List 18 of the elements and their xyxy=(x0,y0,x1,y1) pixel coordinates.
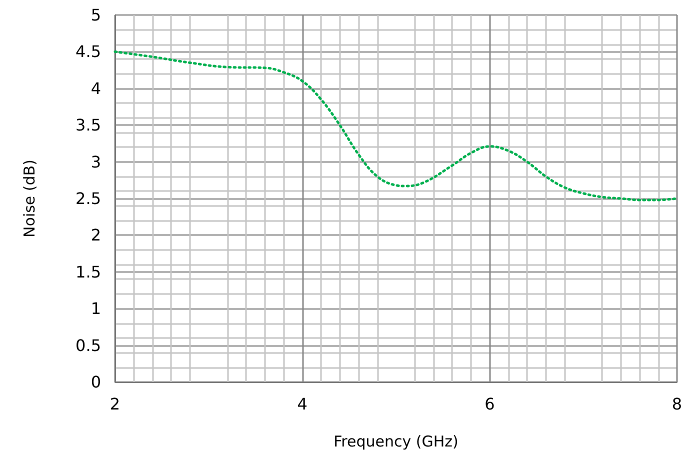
y-tick-label: 4.5 xyxy=(76,42,101,62)
x-tick-label: 2 xyxy=(110,394,120,414)
y-tick-label: 3 xyxy=(90,152,101,172)
y-tick-label: 4 xyxy=(90,78,101,98)
x-tick-label: 4 xyxy=(297,394,308,414)
y-tick-label: 2 xyxy=(90,226,101,245)
x-tick-label: 8 xyxy=(672,394,682,414)
y-axis-title: Noise (dB) xyxy=(20,160,38,238)
y-tick-label: 0.5 xyxy=(76,336,101,355)
y-tick-label: 0 xyxy=(90,372,101,392)
y-tick-label: 1 xyxy=(90,299,101,318)
x-tick-label: 6 xyxy=(484,394,495,414)
y-tick-label: 3.5 xyxy=(76,116,101,135)
x-axis-title: Frequency (GHz) xyxy=(334,432,458,450)
y-tick-label: 2.5 xyxy=(76,189,101,208)
y-tick-label: 5 xyxy=(90,6,101,24)
line-series xyxy=(114,50,678,202)
y-tick-label: 1.5 xyxy=(76,262,101,282)
